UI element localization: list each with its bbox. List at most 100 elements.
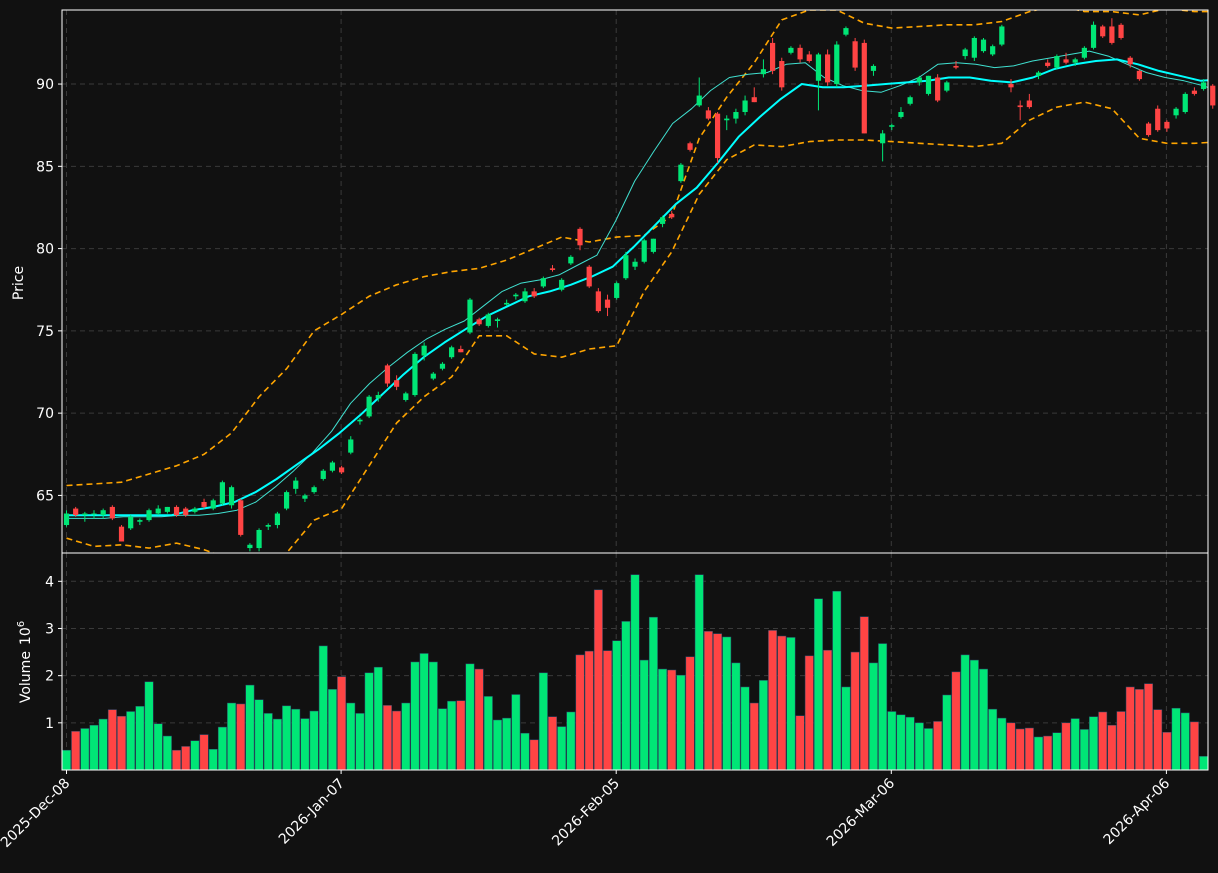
volume-bar	[62, 749, 71, 771]
candle-body	[164, 506, 170, 512]
volume-bar	[245, 684, 255, 771]
volume-bar	[291, 708, 301, 771]
volume-bar	[254, 699, 264, 771]
candle-body	[880, 133, 886, 144]
candle-body	[1072, 59, 1078, 63]
candle-body	[265, 525, 271, 527]
volume-bar	[502, 717, 512, 771]
volume-bar	[823, 649, 833, 771]
volume-bar	[933, 721, 943, 771]
volume-bar	[1180, 712, 1190, 771]
candle-body	[348, 439, 354, 453]
candle-body	[311, 487, 317, 493]
volume-bar	[227, 702, 237, 771]
volume-bar	[658, 668, 667, 771]
volume-bar	[1116, 711, 1126, 771]
volume-bar	[1125, 686, 1135, 771]
volume-bar	[117, 715, 126, 771]
volume-bar	[1034, 736, 1043, 771]
price-tick-label: 80	[36, 242, 54, 258]
volume-bar	[538, 672, 548, 771]
volume-bar	[337, 676, 347, 771]
volume-bar	[1043, 735, 1053, 771]
candle-body	[403, 393, 409, 400]
volume-bar	[832, 590, 842, 771]
candle-body	[82, 513, 88, 516]
volume-tick-label: 1	[45, 716, 54, 732]
candle-body	[522, 291, 528, 302]
candle-body	[201, 501, 207, 507]
candle-body	[320, 470, 326, 479]
volume-bar	[135, 706, 145, 771]
volume-tick-label: 4	[45, 574, 54, 590]
candle-body	[375, 395, 381, 399]
volume-panel: 1 2 3 4 Volume 106	[16, 552, 1209, 771]
volume-bar	[566, 711, 576, 771]
price-tick-label: 90	[36, 77, 54, 93]
volume-bar	[979, 668, 988, 771]
candle-body	[659, 217, 666, 224]
candle-body	[916, 77, 922, 83]
candle-body	[641, 240, 647, 262]
price-tick-label: 85	[36, 159, 54, 175]
candle-body	[687, 143, 693, 150]
candle-body	[925, 75, 932, 94]
volume-axis-label: Volume 106	[16, 621, 34, 703]
volume-bar	[960, 654, 970, 771]
volume-bar	[676, 674, 686, 771]
candle-body	[412, 353, 418, 396]
candle-body	[1164, 121, 1170, 129]
volume-bar	[520, 732, 530, 771]
candle-body	[990, 46, 996, 55]
volume-bar	[529, 739, 539, 771]
volume-bar	[327, 689, 337, 771]
volume-bar	[1089, 716, 1098, 771]
candle-body	[1210, 85, 1216, 106]
candle-body	[779, 61, 785, 88]
volume-bar	[639, 659, 649, 771]
candle-body	[825, 54, 831, 83]
volume-axis-label-exponent: 6	[16, 621, 27, 627]
volume-bar	[1199, 756, 1209, 771]
candle-body	[696, 95, 702, 106]
candle-body	[953, 65, 959, 68]
candle-body	[843, 28, 849, 35]
candle-body	[769, 42, 776, 71]
volume-bar	[722, 636, 732, 771]
candle-body	[1054, 56, 1060, 68]
candle-body	[935, 77, 941, 101]
candle-body	[256, 529, 262, 549]
candle-body	[467, 299, 473, 333]
candle-body	[834, 44, 840, 85]
candle-body	[238, 500, 244, 535]
price-tick-label: 70	[36, 406, 54, 422]
volume-bar	[465, 663, 475, 771]
volume-bar	[272, 718, 282, 771]
candle-body	[678, 164, 684, 182]
volume-bar	[410, 661, 420, 771]
volume-panel-frame	[61, 552, 1209, 771]
volume-bar	[896, 714, 906, 771]
candle-body	[91, 513, 97, 515]
candle-body	[357, 419, 363, 422]
volume-bar	[346, 702, 356, 771]
volume-bar	[263, 713, 273, 771]
volume-bar	[483, 696, 493, 771]
volume-bar	[869, 662, 878, 771]
volume-bar	[988, 708, 998, 771]
volume-bar	[1144, 683, 1154, 771]
candle-body	[1109, 26, 1115, 43]
price-tick-label: 65	[36, 488, 54, 504]
volume-y-ticks: 1 2 3 4	[45, 574, 62, 732]
candle-body	[1182, 93, 1188, 113]
candle-body	[109, 506, 115, 519]
candle-body	[504, 302, 510, 305]
volume-bar	[584, 650, 594, 771]
candle-body	[228, 487, 235, 506]
candle-body	[183, 508, 189, 516]
candle-body	[714, 113, 721, 159]
volume-bar	[438, 708, 447, 771]
volume-bars	[62, 574, 1209, 771]
candle-body	[806, 54, 812, 62]
volume-bar	[355, 713, 365, 771]
